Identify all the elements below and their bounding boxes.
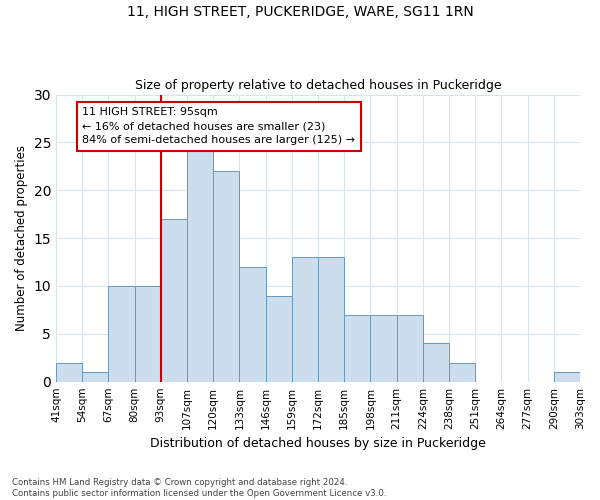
Y-axis label: Number of detached properties: Number of detached properties [15,145,28,331]
Bar [423,344,449,382]
Bar [292,258,318,382]
Bar [397,314,423,382]
Bar [109,286,134,382]
Bar [213,171,239,382]
Bar [82,372,109,382]
Text: 11 HIGH STREET: 95sqm
← 16% of detached houses are smaller (23)
84% of semi-deta: 11 HIGH STREET: 95sqm ← 16% of detached … [82,108,355,146]
X-axis label: Distribution of detached houses by size in Puckeridge: Distribution of detached houses by size … [150,437,486,450]
Bar [344,314,370,382]
Bar [449,362,475,382]
Bar [134,286,161,382]
Bar [187,142,213,382]
Bar [161,219,187,382]
Bar [370,314,397,382]
Bar [239,267,266,382]
Text: 11, HIGH STREET, PUCKERIDGE, WARE, SG11 1RN: 11, HIGH STREET, PUCKERIDGE, WARE, SG11 … [127,5,473,19]
Bar [554,372,580,382]
Bar [266,296,292,382]
Title: Size of property relative to detached houses in Puckeridge: Size of property relative to detached ho… [135,79,502,92]
Bar [318,258,344,382]
Text: Contains HM Land Registry data © Crown copyright and database right 2024.
Contai: Contains HM Land Registry data © Crown c… [12,478,386,498]
Bar [56,362,82,382]
